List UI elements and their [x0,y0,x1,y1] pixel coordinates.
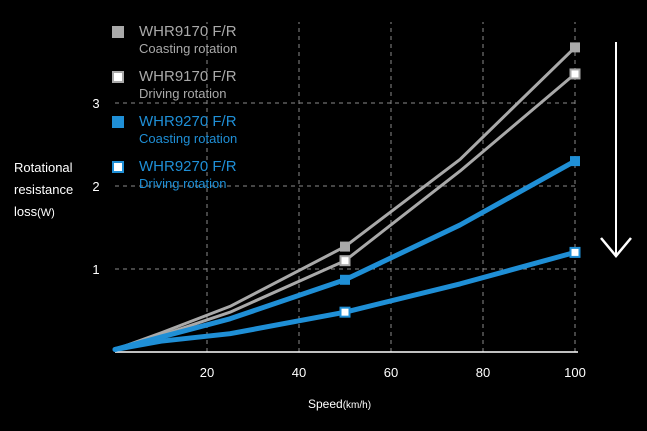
data-point-marker [340,241,350,252]
series-line [113,45,577,351]
data-point-marker [569,68,581,80]
data-point-marker [340,274,350,285]
y-axis-label-text: loss [14,204,38,219]
x-axis-label-text: Speed [308,397,343,411]
x-axis-label: Speed(km/h) [308,397,371,411]
data-point-marker [569,246,581,258]
data-point-marker [339,255,351,267]
tick-labels: 20 40 60 80 100 1 2 3 [92,96,585,380]
arrow-head [600,237,632,258]
data-point-marker [570,42,580,53]
legend-series-name: WHR9170 F/R [139,23,237,40]
series-markers [339,42,581,318]
down-arrow-icon [600,42,632,258]
legend-marker [112,116,124,128]
legend-series-label: Driving rotation [139,176,227,191]
series-line [112,158,578,352]
y-axis-label-line: Rotational [14,160,73,175]
data-point-marker [570,156,580,167]
y-tick-label: 1 [92,262,99,277]
x-tick-label: 80 [476,365,490,380]
legend-series-label: Coasting rotation [139,131,238,146]
x-tick-label: 100 [564,365,586,380]
y-axis-unit: (W) [37,207,55,219]
data-point-marker [339,306,351,318]
legend-series-name: WHR9270 F/R [139,113,237,130]
y-tick-label: 3 [92,96,99,111]
legend-series-name: WHR9270 F/R [139,158,237,175]
x-tick-label: 40 [292,365,306,380]
x-tick-label: 60 [384,365,398,380]
x-tick-label: 20 [200,365,214,380]
y-tick-label: 2 [92,179,99,194]
series-line [112,249,578,352]
legend-marker [112,26,124,38]
legend-series-label: Driving rotation [139,86,227,101]
legend-marker [112,161,124,173]
y-axis-label-line: resistance [14,182,74,197]
y-axis-label-line: loss(W) [14,201,73,224]
legend-marker [112,71,124,83]
legend-series-label: Coasting rotation [139,41,238,56]
legend-series-name: WHR9170 F/R [139,68,237,85]
series-lines [112,45,578,352]
x-axis-unit: (km/h) [342,400,372,411]
y-axis-label: Rotational resistance loss(W) [14,157,73,224]
